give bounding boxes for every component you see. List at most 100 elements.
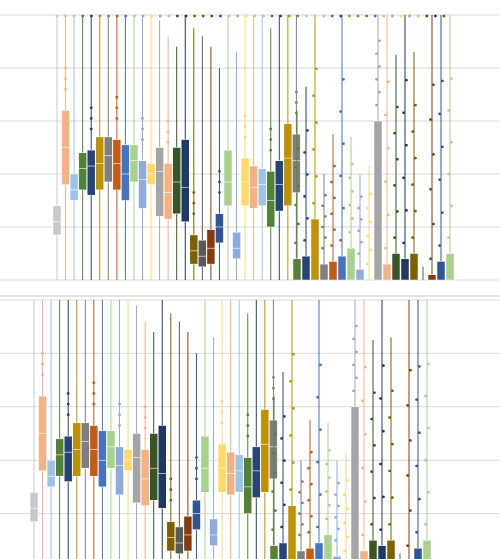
box — [232, 232, 241, 260]
box — [192, 500, 201, 530]
outlier-point — [366, 206, 369, 210]
outlier-point — [298, 533, 301, 537]
outlier-point — [399, 14, 403, 18]
box — [198, 240, 207, 267]
outlier-point — [192, 212, 196, 216]
outlier-point — [387, 213, 390, 217]
outlier-point — [41, 362, 44, 366]
box — [269, 545, 279, 559]
box — [55, 438, 64, 477]
outlier-point — [325, 517, 328, 521]
outlier-point — [195, 477, 198, 481]
outlier-point — [387, 80, 390, 83]
outlier-point — [346, 535, 349, 539]
box — [337, 255, 347, 281]
outlier-point — [365, 14, 368, 18]
outlier-point — [143, 416, 147, 419]
box — [181, 139, 190, 222]
outlier-point — [360, 218, 363, 221]
outlier-point — [158, 14, 162, 18]
outlier-point — [310, 514, 313, 518]
box — [129, 144, 139, 183]
outlier-point — [330, 14, 334, 18]
box — [200, 435, 210, 493]
outlier-point — [339, 174, 342, 178]
outlier-point — [98, 14, 102, 18]
outlier-point — [356, 14, 360, 18]
outlier-point — [64, 77, 67, 80]
outlier-point — [339, 110, 342, 113]
outlier-point — [364, 500, 367, 503]
outlier-point — [296, 14, 300, 18]
outlier-point — [415, 398, 418, 401]
outlier-point — [227, 14, 231, 18]
outlier-point — [328, 503, 331, 507]
outlier-point — [41, 352, 44, 355]
outlier-point — [333, 164, 336, 168]
outlier-point — [366, 262, 369, 266]
outlier-point — [405, 209, 408, 212]
outlier-point — [441, 211, 444, 214]
outlier-point — [378, 65, 381, 68]
outlier-point — [283, 503, 286, 507]
box — [98, 430, 107, 488]
outlier-point — [297, 184, 300, 188]
outlier-point — [429, 187, 432, 191]
outlier-point — [274, 509, 277, 512]
outlier-point — [333, 196, 336, 200]
box — [436, 261, 446, 281]
outlier-point — [294, 165, 297, 169]
outlier-point — [393, 131, 396, 135]
outlier-point — [424, 522, 427, 526]
outlier-point — [236, 14, 240, 18]
outlier-point — [361, 399, 364, 402]
outlier-point — [220, 421, 224, 425]
box — [427, 274, 437, 281]
outlier-point — [271, 490, 274, 493]
outlier-point — [274, 471, 277, 474]
box — [189, 234, 199, 265]
outlier-point — [418, 497, 421, 501]
outlier-point — [274, 432, 277, 436]
outlier-point — [115, 106, 119, 110]
outlier-point — [306, 216, 309, 220]
box — [89, 425, 99, 477]
outlier-point — [295, 90, 298, 94]
box — [223, 149, 233, 207]
outlier-point — [415, 530, 418, 534]
outlier-point — [405, 78, 408, 82]
outlier-point — [89, 116, 93, 120]
box — [422, 540, 432, 559]
outlier-point — [360, 240, 363, 244]
outlier-point — [289, 434, 292, 437]
box — [377, 545, 387, 559]
outlier-point — [409, 509, 412, 512]
outlier-point — [450, 77, 453, 80]
box — [138, 160, 147, 209]
outlier-point — [434, 14, 437, 18]
outlier-point — [391, 14, 394, 18]
outlier-point — [351, 217, 354, 220]
outlier-point — [360, 195, 363, 199]
outlier-point — [218, 191, 221, 194]
outlier-point — [342, 142, 345, 146]
outlier-point — [184, 14, 188, 18]
outlier-point — [118, 402, 121, 406]
outlier-point — [166, 130, 170, 134]
outlier-point — [387, 146, 390, 150]
outlier-point — [409, 439, 412, 442]
outlier-point — [272, 386, 275, 390]
outlier-point — [406, 403, 409, 407]
outlier-point — [364, 365, 367, 369]
outlier-point — [280, 525, 283, 529]
outlier-point — [295, 101, 298, 104]
box — [155, 147, 164, 217]
outlier-point — [333, 228, 336, 231]
outlier-point — [441, 79, 444, 83]
outlier-point — [303, 238, 306, 242]
outlier-point — [337, 527, 340, 531]
outlier-point — [312, 201, 315, 205]
outlier-point — [450, 204, 453, 208]
box — [132, 433, 141, 504]
box — [69, 173, 79, 201]
